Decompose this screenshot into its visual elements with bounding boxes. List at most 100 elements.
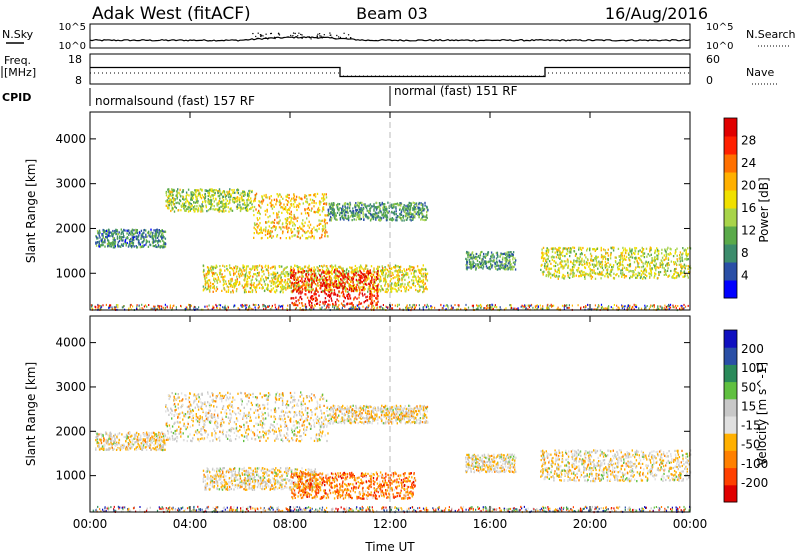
echo-cell [335, 214, 337, 217]
echo-cell [354, 296, 356, 299]
echo-cell [581, 271, 584, 274]
echo-cell [130, 303, 132, 306]
echo-cell [662, 263, 664, 266]
echo-cell [276, 285, 279, 288]
echo-cell [117, 232, 120, 236]
echo-cell [594, 304, 596, 307]
echo-cell [332, 207, 334, 210]
echo-cell [371, 306, 373, 308]
echo-cell [287, 208, 290, 211]
echo-cell [353, 283, 356, 286]
echo-cell [580, 307, 582, 310]
echo-cell [329, 215, 332, 218]
echo-cell [278, 220, 280, 223]
echo-cell [587, 308, 589, 311]
echo-cell [303, 280, 305, 283]
echo-cell [266, 208, 268, 211]
echo-cell [492, 253, 494, 256]
echo-cell [352, 269, 354, 272]
echo-cell [291, 230, 294, 233]
echo-cell [414, 306, 416, 309]
echo-cell [359, 307, 361, 310]
echo-cell [478, 261, 481, 264]
echo-cell [229, 285, 232, 288]
echo-cell [252, 209, 255, 212]
echo-cell [676, 260, 679, 263]
echo-cell [302, 275, 304, 278]
echo-cell [158, 239, 160, 242]
nsearch-point [270, 32, 273, 35]
echo-cell [230, 209, 232, 212]
echo-cell [367, 217, 369, 220]
echo-cell [405, 212, 408, 215]
nsearch-point [260, 34, 263, 36]
echo-cell [288, 278, 290, 281]
echo-cell [644, 304, 646, 307]
echo-cell [475, 257, 478, 260]
echo-cell [109, 231, 111, 234]
echo-cell [324, 288, 326, 291]
echo-cell [410, 212, 412, 215]
echo-cell [297, 270, 300, 273]
echo-cell [122, 232, 124, 236]
echo-cell [212, 282, 215, 286]
echo-cell [254, 228, 257, 231]
echo-cell [98, 245, 100, 248]
echo-cell [481, 261, 483, 264]
echo-cell [276, 216, 278, 219]
echo-cell [376, 215, 379, 218]
echo-cell [570, 272, 572, 275]
echo-cell [254, 286, 257, 289]
nsearch-point [278, 34, 281, 36]
echo-cell [261, 195, 263, 198]
echo-cell [317, 290, 319, 294]
echo-cell [403, 219, 405, 222]
echo-cell [248, 192, 251, 195]
echo-cell [417, 280, 419, 283]
echo-cell [311, 228, 313, 231]
echo-cell [416, 289, 419, 293]
echo-cell [355, 271, 357, 275]
echo-cell [358, 306, 360, 309]
echo-cell [500, 262, 503, 265]
echo-cell [138, 234, 140, 237]
echo-cell [216, 306, 218, 309]
echo-cell [310, 230, 312, 233]
echo-cell [104, 245, 106, 248]
echo-cell [377, 265, 379, 268]
echo-cell [412, 208, 414, 211]
echo-cell [292, 221, 294, 224]
echo-cell [405, 286, 408, 289]
echo-cell [472, 306, 474, 309]
echo-cell [382, 214, 384, 217]
echo-cell [293, 271, 295, 274]
echo-cell [369, 292, 372, 295]
echo-cell [171, 207, 174, 210]
echo-cell [130, 231, 132, 235]
echo-cell [256, 211, 259, 214]
echo-cell [384, 276, 386, 279]
echo-cell [253, 282, 255, 285]
echo-cell [293, 288, 295, 291]
echo-cell [349, 205, 351, 208]
echo-cell [274, 273, 276, 276]
echo-cell [246, 285, 248, 288]
echo-cell [302, 271, 304, 274]
echo-cell [183, 202, 185, 205]
echo-cell [229, 282, 231, 285]
echo-cell [280, 272, 282, 275]
echo-cell [233, 273, 235, 277]
echo-cell [418, 206, 420, 209]
echo-cell [299, 307, 301, 309]
echo-cell [376, 307, 378, 310]
echo-cell [375, 302, 377, 305]
echo-cell [311, 272, 314, 276]
echo-cell [218, 210, 220, 213]
echo-cell [244, 275, 247, 278]
echo-cell [335, 218, 337, 221]
echo-cell [227, 206, 229, 209]
echo-cell [242, 264, 244, 267]
echo-cell [473, 264, 476, 268]
echo-cell [611, 266, 613, 269]
echo-cell [197, 208, 199, 211]
